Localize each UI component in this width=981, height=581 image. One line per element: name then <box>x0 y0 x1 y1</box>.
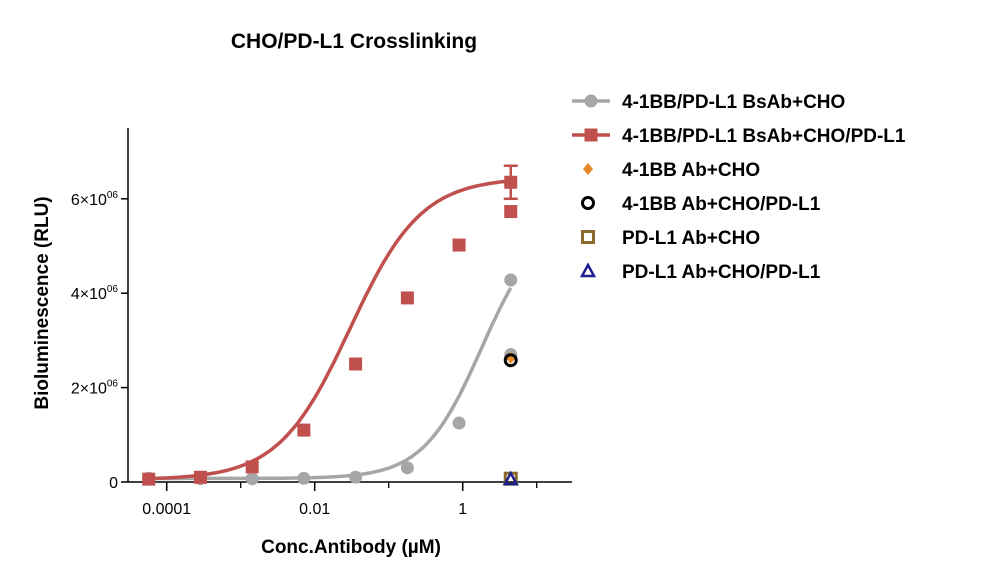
chart-title: CHO/PD-L1 Crosslinking <box>231 30 477 53</box>
y-axis-label: Bioluminescence (RLU) <box>32 196 53 409</box>
legend-marker <box>584 128 598 142</box>
y-tick-label: 6×1006 <box>71 190 119 209</box>
data-point-s1 <box>400 291 414 305</box>
y-tick-label: 4×1006 <box>71 284 119 303</box>
legend: 4-1BB/PD-L1 BsAb+CHO 4-1BB/PD-L1 BsAb+CHO… <box>572 92 906 283</box>
y-tick-label: 2×1006 <box>71 379 119 398</box>
data-point-s0 <box>297 471 311 485</box>
data-point-s1 <box>452 238 466 252</box>
data-point-s1 <box>349 357 363 371</box>
legend-item: 4-1BB Ab+CHO/PD-L1 <box>581 194 821 215</box>
data-point-s0 <box>504 273 518 287</box>
legend-marker <box>584 94 598 108</box>
data-point-s1 <box>504 205 518 219</box>
legend-item: 4-1BB Ab+CHO <box>583 160 760 181</box>
data-point-s0 <box>452 416 466 430</box>
legend-marker <box>583 163 593 175</box>
fit-curve-0 <box>148 287 513 481</box>
legend-marker <box>581 230 595 244</box>
legend-label: PD-L1 Ab+CHO/PD-L1 <box>622 262 821 283</box>
legend-item: PD-L1 Ab+CHO <box>581 228 760 249</box>
data-point-s0 <box>245 472 259 486</box>
axes: 0.0001 0.01 1 0 2×1006 4×1006 6×1006 <box>71 128 572 518</box>
data-point-s1 <box>245 460 259 474</box>
plot-lines <box>148 179 513 481</box>
x-tick-label: 0.0001 <box>142 501 191 518</box>
legend-marker <box>581 196 595 210</box>
data-point-s5 <box>502 470 519 486</box>
legend-marker <box>579 262 597 278</box>
legend-label: PD-L1 Ab+CHO <box>622 228 760 249</box>
data-point-s1 <box>297 423 311 437</box>
plot-points <box>142 164 519 486</box>
legend-label: 4-1BB/PD-L1 BsAb+CHO/PD-L1 <box>622 126 906 147</box>
x-axis-label: Conc.Antibody (µM) <box>261 537 441 558</box>
data-point-s1 <box>193 470 207 484</box>
y-ticks: 0 2×1006 4×1006 6×1006 <box>71 190 128 492</box>
legend-item: 4-1BB/PD-L1 BsAb+CHO/PD-L1 <box>572 126 906 147</box>
data-point-s1 <box>142 472 156 486</box>
data-point-s0 <box>349 470 363 484</box>
x-tick-label: 1 <box>458 501 467 518</box>
legend-label: 4-1BB Ab+CHO/PD-L1 <box>622 194 821 215</box>
x-ticks: 0.0001 0.01 1 <box>142 482 538 518</box>
legend-label: 4-1BB Ab+CHO <box>622 160 760 181</box>
legend-item: 4-1BB/PD-L1 BsAb+CHO <box>572 92 845 113</box>
data-point-s0 <box>400 461 414 475</box>
y-tick-label: 0 <box>109 475 118 492</box>
legend-label: 4-1BB/PD-L1 BsAb+CHO <box>622 92 845 113</box>
data-point-s3 <box>503 353 518 368</box>
x-tick-label: 0.01 <box>299 501 330 518</box>
fit-curve-1 <box>148 179 511 481</box>
legend-item: PD-L1 Ab+CHO/PD-L1 <box>579 262 821 283</box>
data-point-s1 <box>504 175 518 189</box>
